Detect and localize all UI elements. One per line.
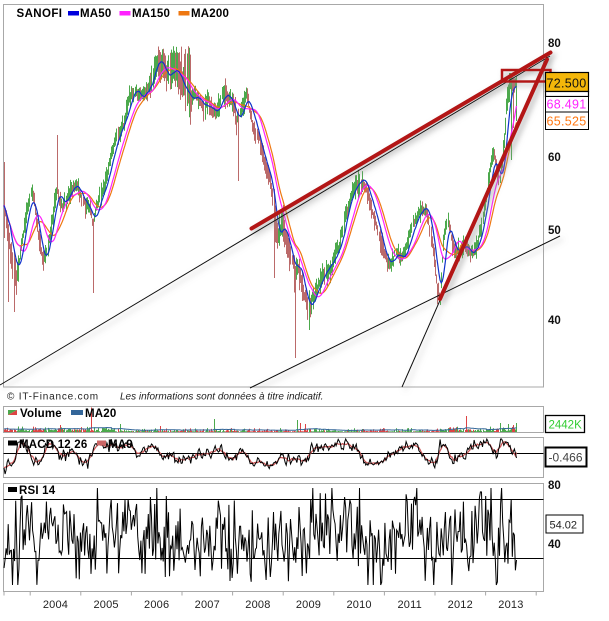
- svg-text:40: 40: [548, 315, 561, 327]
- svg-text:80: 80: [548, 480, 561, 492]
- svg-text:MA150: MA150: [132, 8, 170, 20]
- svg-text:MA50: MA50: [80, 8, 111, 20]
- svg-text:© IT-Finance.com: © IT-Finance.com: [7, 392, 99, 403]
- svg-text:2006: 2006: [144, 599, 169, 611]
- svg-text:68.491: 68.491: [547, 98, 587, 112]
- svg-text:2010: 2010: [346, 599, 371, 611]
- svg-text:2013: 2013: [498, 599, 523, 611]
- svg-text:MA9: MA9: [108, 439, 133, 451]
- svg-text:2442K: 2442K: [549, 420, 583, 432]
- svg-text:-0.466: -0.466: [549, 451, 583, 465]
- svg-text:MACD 12 26: MACD 12 26: [19, 439, 87, 451]
- svg-text:72.500: 72.500: [547, 77, 587, 91]
- svg-text:RSI 14: RSI 14: [19, 485, 56, 497]
- svg-text:50: 50: [548, 225, 561, 237]
- svg-text:2004: 2004: [43, 599, 68, 611]
- svg-text:40: 40: [548, 539, 561, 551]
- svg-text:65.525: 65.525: [547, 115, 587, 129]
- svg-text:54.02: 54.02: [550, 520, 578, 532]
- svg-text:2008: 2008: [245, 599, 270, 611]
- svg-text:Volume: Volume: [20, 408, 62, 420]
- svg-text:2012: 2012: [448, 599, 473, 611]
- svg-text:2011: 2011: [397, 599, 421, 611]
- svg-text:2009: 2009: [296, 599, 321, 611]
- svg-text:80: 80: [548, 38, 561, 50]
- svg-text:Les informations sont données: Les informations sont données à titre in…: [120, 392, 323, 403]
- svg-text:2007: 2007: [195, 599, 220, 611]
- svg-text:SANOFI: SANOFI: [17, 8, 63, 20]
- svg-text:60: 60: [548, 152, 561, 164]
- svg-text:MA20: MA20: [85, 408, 116, 420]
- svg-text:2005: 2005: [93, 599, 118, 611]
- svg-text:MA200: MA200: [191, 8, 229, 20]
